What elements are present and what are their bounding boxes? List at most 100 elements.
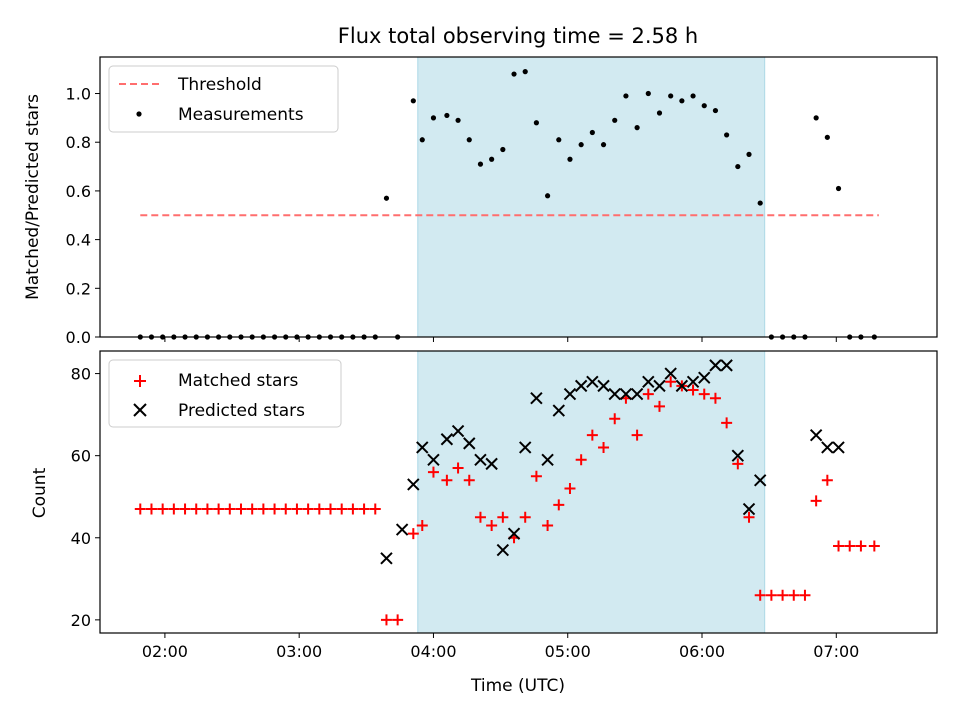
measurement-point (511, 71, 517, 77)
measurement-point (383, 195, 390, 201)
bottom-x-ticks: 02:00 03:00 04:00 05:00 06:00 07:00 (142, 633, 859, 661)
y-tick-label: 60 (71, 447, 91, 466)
measurement-point (567, 156, 573, 162)
x-axis-label: Time (UTC) (470, 676, 565, 696)
measurement-point (735, 163, 741, 170)
matched-star-marker (190, 503, 202, 515)
predicted-star-marker (720, 359, 733, 372)
matched-star-marker (224, 503, 236, 515)
predicted-star-marker (630, 387, 644, 401)
matched-star-marker (553, 499, 565, 511)
measurement-point (824, 134, 830, 140)
y-tick-label: 40 (71, 529, 91, 548)
matched-star-marker (291, 503, 303, 515)
predicted-star-marker (519, 441, 532, 454)
predicted-star-marker (642, 375, 655, 388)
top-x-ticks (164, 337, 837, 342)
matched-star-marker (575, 454, 587, 466)
predicted-star-marker (731, 449, 745, 462)
matched-star-marker (721, 417, 733, 429)
measurement-point (835, 185, 842, 192)
matched-star-marker (821, 474, 833, 486)
matched-star-marker (407, 528, 419, 540)
predicted-star-marker (742, 502, 756, 516)
measurement-point (419, 137, 425, 143)
predicted-star-marker (395, 523, 409, 536)
matched-star-marker (519, 511, 531, 523)
predicted-star-marker (832, 441, 845, 454)
top-panel: 0.0 0.2 0.4 0.6 0.8 1.0 Matched/Predicted sta… (23, 56, 938, 347)
matched-star-marker (855, 540, 867, 552)
predicted-star-marker (463, 437, 476, 450)
matched-star-marker (765, 589, 777, 601)
matched-star-marker (844, 540, 856, 552)
x-tick-label: 07:00 (813, 642, 859, 661)
matched-star-marker (474, 511, 486, 523)
matched-star-marker (441, 474, 453, 486)
predicted-star-marker (597, 379, 610, 393)
highlight-span (417, 350, 766, 634)
x-tick-label: 06:00 (679, 642, 725, 661)
measurement-point (701, 103, 707, 109)
measurement-point (578, 142, 584, 148)
measurement-point (600, 142, 607, 148)
highlight-span (417, 56, 766, 338)
predicted-star-marker (675, 379, 689, 393)
matched-star-marker (810, 495, 822, 507)
measurement-point (757, 200, 763, 206)
predicted-star-marker (407, 478, 420, 491)
matched-star-marker (246, 503, 258, 515)
matched-star-marker (732, 458, 744, 470)
matched-star-marker (777, 589, 789, 601)
y-tick-label: 0.8 (66, 133, 91, 152)
matched-star-marker (325, 503, 337, 515)
matched-star-marker (452, 462, 464, 474)
measurement-point (556, 137, 562, 143)
y-tick-label: 20 (71, 611, 91, 630)
predicted-star-marker (427, 453, 440, 466)
matched-star-marker (235, 503, 247, 515)
matched-star-marker (134, 503, 146, 515)
matched-star-marker (642, 388, 654, 400)
matched-star-marker (313, 503, 325, 515)
predicted-star-marker (821, 441, 834, 454)
matched-star-marker (336, 503, 348, 515)
predicted-star-marker (507, 527, 521, 540)
predicted-star-marker (451, 424, 465, 438)
predicted-star-marker (574, 379, 588, 393)
measurements-legend-label: Measurements (178, 105, 304, 125)
measurement-point (712, 107, 719, 114)
predicted-star-marker (440, 433, 454, 446)
predicted-star-marker (416, 441, 429, 454)
top-y-ticks: 0.0 0.2 0.4 0.6 0.8 1.0 (66, 85, 100, 347)
matched-star-marker (269, 503, 281, 515)
matched-star-marker (799, 589, 811, 601)
x-tick-label: 04:00 (410, 642, 456, 661)
predicted-star-marker (485, 457, 498, 471)
measurement-point (623, 93, 629, 99)
matched-legend-swatch (134, 375, 146, 387)
predicted-star-marker (552, 404, 565, 417)
y-tick-label: 0.2 (66, 279, 91, 298)
y-tick-label: 0.4 (66, 231, 91, 250)
measurement-point (612, 117, 618, 123)
measurement-point (668, 93, 674, 99)
predicted-star-marker (698, 371, 711, 384)
measurement-point (455, 117, 461, 123)
measurement-point (500, 146, 506, 153)
predicted-star-marker (709, 359, 722, 372)
measurement-point (813, 115, 819, 121)
measurement-point (589, 129, 595, 136)
predicted-stars-points (380, 359, 845, 565)
measurement-point (489, 156, 495, 162)
y-tick-label: 80 (71, 365, 91, 384)
predicted-star-marker (380, 552, 393, 565)
bottom-axes-frame (99, 350, 938, 634)
matched-star-marker (754, 589, 766, 601)
chart-title: Flux total observing time = 2.58 h (338, 24, 698, 48)
threshold-legend-label: Threshold (177, 75, 262, 95)
y-tick-label: 0.6 (66, 182, 91, 201)
matched-star-marker (698, 388, 710, 400)
